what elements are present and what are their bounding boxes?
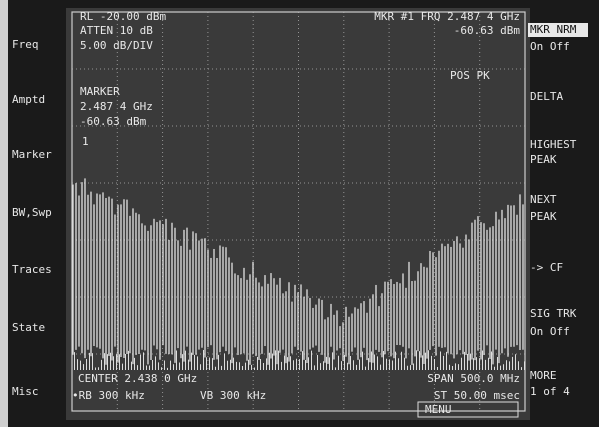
softkey-label: MORE — [530, 369, 557, 382]
softkey-label: 1 of 4 — [530, 385, 570, 398]
menu-key: Amptd — [12, 93, 45, 106]
screen-text: MKR #1 FRQ 2.487 4 GHz — [374, 10, 520, 23]
menu-key: Marker — [12, 148, 52, 161]
screen-text: -60.63 dBm — [454, 24, 521, 37]
screen-text: VB 300 kHz — [200, 389, 266, 402]
menu-box — [417, 401, 519, 418]
menu-key: State — [12, 321, 45, 334]
screen-text: RL -20.00 dBm — [80, 10, 166, 23]
softkey-label: MKR NRM — [530, 23, 577, 36]
menu-key: Traces — [12, 263, 52, 276]
highlight — [528, 23, 588, 37]
softkey-label: DELTA — [530, 90, 563, 103]
softkey-label: PEAK — [530, 210, 557, 223]
spectrum-trace — [72, 178, 525, 370]
softkey-label: HIGHEST — [530, 138, 577, 151]
screen-text: CENTER 2.438 0 GHz — [78, 372, 197, 385]
screen-text: 2.487 4 GHz — [80, 100, 153, 113]
screen-text: -60.63 dBm — [80, 115, 147, 128]
bezel-edge — [0, 0, 8, 427]
softkey-label: PEAK — [530, 153, 557, 166]
softkey-label: SIG TRK — [530, 307, 577, 320]
menu-key: Freq — [12, 38, 39, 51]
softkey-label: On Off — [530, 40, 570, 53]
menu-key: Misc — [12, 385, 39, 398]
screen-text: •RB 300 kHz — [72, 389, 145, 402]
screen-text: 5.00 dB/DIV — [80, 39, 153, 52]
screen-text: 1 — [82, 135, 89, 148]
screen-text: MENU — [425, 403, 452, 416]
softkey-label: -> CF — [530, 261, 563, 274]
screen-text: MARKER — [80, 85, 120, 98]
menu-key: BW,Swp — [12, 206, 52, 219]
screen-text: ST 50.00 msec — [434, 389, 520, 402]
screen-text: SPAN 500.0 MHz — [427, 372, 520, 385]
softkey-label: NEXT — [530, 193, 557, 206]
screen-text: POS PK — [450, 69, 490, 82]
screen-text: ATTEN 10 dB — [80, 24, 153, 37]
softkey-label: On Off — [530, 325, 570, 338]
labels: Freq Amptd Marker BW,Swp Traces State Misc RL -… — [12, 10, 588, 418]
